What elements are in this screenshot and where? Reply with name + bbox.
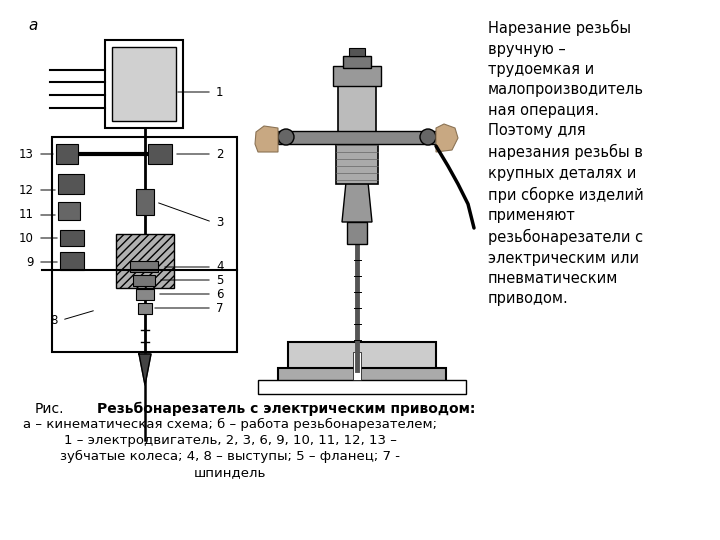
Bar [288,342,436,370]
Bar [136,289,154,300]
Text: а: а [28,18,37,33]
Text: 12: 12 [19,184,34,197]
Bar [58,202,80,220]
Text: а – кинематическая схема; б – работа резьбонарезателем;: а – кинематическая схема; б – работа рез… [23,418,437,431]
Text: 5: 5 [216,273,223,287]
Text: шпиндель: шпиндель [194,466,266,479]
Circle shape [420,129,436,145]
Text: зубчатые колеса; 4, 8 – выступы; 5 – фланец; 7 -: зубчатые колеса; 4, 8 – выступы; 5 – фла… [60,450,400,463]
Text: 7: 7 [216,301,223,314]
Bar [133,275,155,286]
Text: 11: 11 [19,208,34,221]
Bar [336,132,378,184]
Bar [148,144,172,164]
Bar [278,368,446,382]
Text: 2: 2 [216,147,223,160]
Bar [258,380,466,394]
Bar [116,234,174,288]
Text: 9: 9 [27,255,34,268]
Text: 4: 4 [216,260,223,273]
Bar [52,137,237,352]
Bar [130,261,158,272]
Text: Резьбонарезатель с электрическим приводом:: Резьбонарезатель с электрическим приводо… [97,402,475,416]
Bar [278,131,436,144]
Bar [349,48,365,56]
Bar [105,40,183,128]
Text: Рис.: Рис. [35,402,65,416]
Bar [347,222,367,244]
Text: Нарезание резьбы
вручную –
трудоемкая и
малопроизводитель
ная операция.
Поэтому : Нарезание резьбы вручную – трудоемкая и … [488,20,644,306]
Bar [60,230,84,246]
Polygon shape [139,354,151,385]
Bar [353,352,361,380]
Bar [138,303,152,314]
Polygon shape [342,182,372,222]
Bar [112,47,176,121]
Text: 1 – электродвигатель, 2, 3, 6, 9, 10, 11, 12, 13 –: 1 – электродвигатель, 2, 3, 6, 9, 10, 11… [63,434,397,447]
Bar [58,174,84,194]
Bar [60,252,84,270]
Polygon shape [255,126,278,152]
Text: 3: 3 [216,215,223,228]
Bar [338,84,376,132]
Polygon shape [436,124,458,152]
Text: 10: 10 [19,232,34,245]
Bar [343,56,371,68]
Bar [333,66,381,86]
Circle shape [278,129,294,145]
Text: 6: 6 [216,287,223,300]
Text: 1: 1 [216,85,223,98]
Text: 13: 13 [19,147,34,160]
Bar [136,189,154,215]
Text: 8: 8 [50,314,58,327]
Bar [56,144,78,164]
